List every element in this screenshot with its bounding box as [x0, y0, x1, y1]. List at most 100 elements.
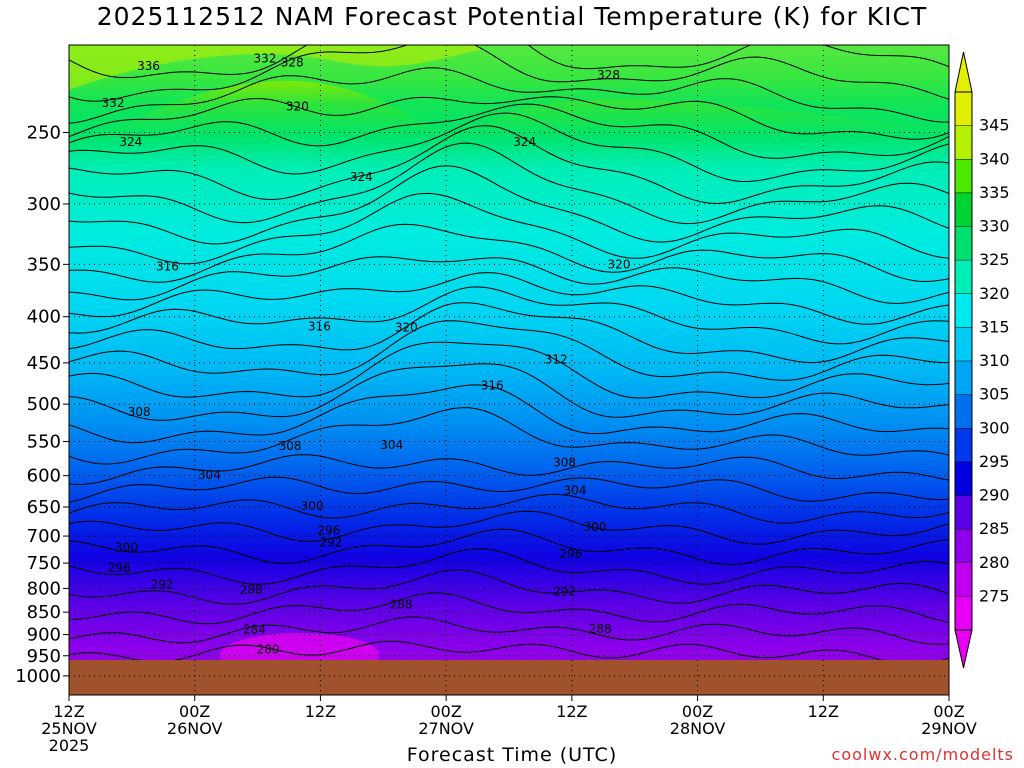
colorbar-label: 290	[979, 486, 1010, 505]
contour-line	[69, 223, 949, 283]
x-tick-label: 2025	[49, 736, 90, 755]
contour-line	[69, 476, 949, 503]
colorbar-label: 325	[979, 250, 1010, 269]
colorbar-segment	[955, 293, 972, 328]
colorbar-label: 345	[979, 116, 1010, 135]
x-tick-label: 00Z	[179, 702, 210, 721]
contour-line	[69, 286, 949, 345]
colorbar-segment	[955, 192, 972, 227]
contour-line	[69, 569, 949, 605]
colorbar-segment	[955, 529, 972, 564]
contour-line	[69, 407, 949, 465]
y-tick-label: 600	[27, 466, 61, 487]
y-tick-label: 450	[27, 353, 61, 374]
warm-bulge-area	[69, 45, 949, 150]
colorbar-segment	[955, 428, 972, 463]
contour-label: 320	[286, 100, 309, 114]
contour-line	[69, 493, 949, 524]
contour-line	[69, 272, 949, 325]
colorbar-label: 330	[979, 217, 1010, 236]
contour-label: 308	[553, 455, 576, 469]
y-tick-label: 500	[27, 394, 61, 415]
contour-label: 296	[559, 547, 582, 561]
y-tick-label: 700	[27, 526, 61, 547]
x-tick-label: 12Z	[808, 702, 839, 721]
colorbar-label: 320	[979, 284, 1010, 303]
contour-label: 316	[308, 319, 331, 333]
colorbar-segment	[955, 394, 972, 429]
colorbar-segment	[955, 92, 972, 127]
contour-label: 304	[380, 438, 403, 452]
colorbar-segment	[955, 596, 972, 631]
contour-line	[69, 384, 949, 444]
colorbar-segment	[955, 461, 972, 496]
contour-label: 280	[257, 643, 280, 657]
colorbar-bottom-arrow	[954, 629, 973, 669]
colorbar-label: 335	[979, 183, 1010, 202]
contour-label: 284	[243, 622, 266, 636]
contour-label: 300	[301, 499, 324, 513]
colorbar-segment	[955, 260, 972, 295]
contour-line	[69, 454, 949, 486]
contour-line	[69, 363, 949, 421]
contour-label: 324	[119, 135, 142, 149]
x-tick-label: 12Z	[305, 702, 336, 721]
contour-label: 332	[102, 96, 125, 110]
contour-label: 288	[390, 598, 413, 612]
colorbar-label: 280	[979, 553, 1010, 572]
contour-label: 296	[317, 523, 340, 537]
contour-label: 304	[198, 468, 221, 482]
contour-label: 308	[128, 405, 151, 419]
contour-label: 316	[481, 379, 504, 393]
colorbar-segment	[955, 327, 972, 362]
contour-line	[69, 320, 949, 381]
contour-label: 304	[564, 483, 587, 497]
contour-line	[69, 616, 949, 645]
contour-label: 292	[151, 577, 174, 591]
x-tick-label: 28NOV	[670, 719, 726, 738]
colorbar-top-arrow	[954, 51, 973, 93]
contour-line	[69, 510, 949, 545]
contour-label: 332	[253, 51, 276, 65]
x-tick-label: 12Z	[556, 702, 587, 721]
colorbar-label: 305	[979, 385, 1010, 404]
y-tick-label: 950	[27, 646, 61, 667]
contour-label: 288	[240, 583, 263, 597]
y-tick-label: 400	[27, 307, 61, 328]
x-tick-label: 00Z	[430, 702, 461, 721]
contour-label: 328	[281, 55, 304, 69]
colorbar-label: 340	[979, 149, 1010, 168]
contour-line	[69, 256, 949, 304]
contour-line	[69, 103, 949, 159]
contour-line	[69, 96, 949, 140]
y-tick-label: 250	[27, 122, 61, 143]
contour-line	[69, 45, 949, 79]
contour-line	[69, 640, 949, 666]
contour-line	[69, 548, 949, 585]
contour-label: 328	[597, 68, 620, 82]
x-tick-label: 29NOV	[921, 719, 977, 738]
contour-line	[69, 67, 949, 124]
credit-text: coolwx.com/modelts	[831, 745, 1014, 764]
y-tick-label: 850	[27, 602, 61, 623]
y-tick-label: 650	[27, 497, 61, 518]
contour-label: 320	[608, 257, 631, 271]
chart-title: 2025112512 NAM Forecast Potential Temper…	[96, 2, 928, 31]
contour-label: 324	[350, 170, 373, 184]
contour-line	[69, 528, 949, 566]
contour-label: 312	[545, 352, 568, 366]
contour-label: 296	[108, 561, 131, 575]
contour-line	[69, 165, 949, 245]
colorbar-segment	[955, 159, 972, 194]
x-tick-label: 00Z	[682, 702, 713, 721]
colorbar-label: 310	[979, 351, 1010, 370]
potential-temperature-field	[69, 45, 949, 695]
colorbar-segment	[955, 562, 972, 597]
contour-line	[69, 341, 949, 399]
plot-frame	[68, 44, 950, 696]
contour-label: 292	[553, 584, 576, 598]
contour-label: 300	[115, 541, 138, 555]
colorbar-label: 285	[979, 519, 1010, 538]
contour-label: 316	[156, 260, 179, 274]
x-tick-label: 27NOV	[418, 719, 474, 738]
